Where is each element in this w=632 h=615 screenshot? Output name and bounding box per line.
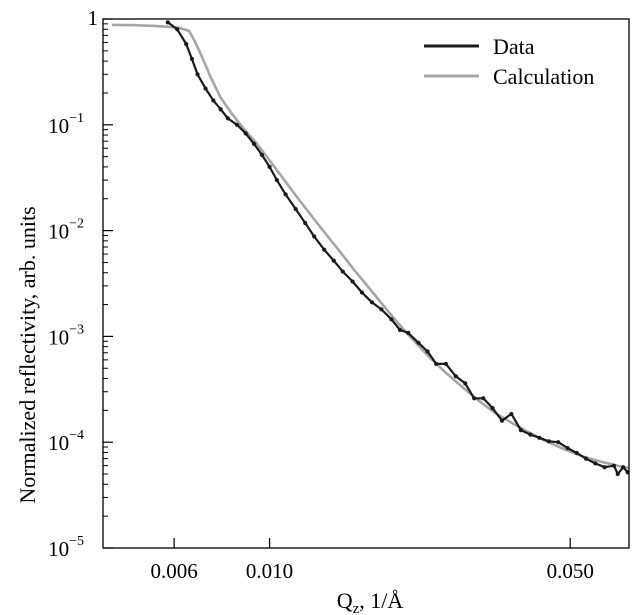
data-point [360,290,364,294]
data-point [166,20,170,24]
x-tick-labels: 0.006 0.010 0.050 [151,559,594,583]
data-point [312,234,316,238]
data-point [602,465,606,469]
y-tick-base: 10 [48,325,69,349]
data-point [252,142,256,146]
data-point [294,207,298,211]
data-point [235,123,239,127]
y-axis-label: Normalized reflectivity, arb. units [15,206,40,503]
data-point [370,300,374,304]
data-point [556,440,560,444]
tick-marks [103,19,570,548]
data-point [481,396,485,400]
y-tick-exponent: −2 [69,217,84,232]
y-tick-label: 10−3 [48,322,84,349]
y-tick-label: 10−4 [48,428,84,455]
legend-label-calculation: Calculation [493,64,594,89]
x-axis-label: Qz, 1/Å [337,588,404,615]
data-point [175,27,179,31]
y-tick-base: 10 [48,114,69,138]
data-point [575,451,579,455]
data-point [275,178,279,182]
data-point [528,432,532,436]
data-point [416,341,420,345]
data-point [565,446,569,450]
y-tick-base: 10 [48,431,69,455]
x-axis-label-main: Q [337,588,353,613]
data-point [621,465,625,469]
data-point [584,456,588,460]
legend: Data Calculation [424,34,594,89]
data-point [195,72,199,76]
data-point [612,464,616,468]
data-point [547,439,551,443]
data-point [332,259,336,263]
data-point [616,472,620,476]
data-point [351,279,355,283]
data-point [434,362,438,366]
data-point [284,192,288,196]
data-point [211,98,215,102]
y-tick-exponent: −5 [69,534,84,549]
data-point [509,412,513,416]
data-point [454,374,458,378]
data-point [184,42,188,46]
data-point [389,317,393,321]
y-tick-exponent: −4 [69,428,84,443]
data-point [379,307,383,311]
data-point [463,381,467,385]
y-tick-label: 1 [88,6,99,30]
legend-label-data: Data [493,34,535,59]
x-tick-label: 0.050 [547,559,594,583]
x-tick-label: 0.010 [246,559,293,583]
data-point [472,396,476,400]
y-tick-label: 10−1 [48,111,84,138]
y-tick-base: 10 [48,220,69,244]
data-point [219,107,223,111]
data-point [593,461,597,465]
data-point [267,165,271,169]
series-line-calculation [112,25,629,468]
data-point [406,331,410,335]
data-point [500,419,504,423]
y-tick-label: 10−5 [48,534,84,561]
data-point [341,269,345,273]
data-point [244,131,248,135]
data-point [425,349,429,353]
x-axis-label-unit: , 1/Å [359,588,403,613]
data-point [398,328,402,332]
data-point [190,57,194,61]
y-tick-label: 10−2 [48,217,84,244]
data-point [490,406,494,410]
data-point [444,362,448,366]
data-point [260,153,264,157]
data-point [226,116,230,120]
data-point [203,86,207,90]
y-tick-exponent: −1 [69,111,84,126]
x-tick-label: 0.006 [151,559,198,583]
data-point [537,436,541,440]
series-line-data [168,22,628,474]
data-point [519,428,523,432]
y-tick-base: 10 [48,537,69,561]
data-point [322,248,326,252]
y-tick-exponent: −3 [69,322,84,337]
y-tick-labels: 110−110−210−310−410−5 [48,6,98,561]
data-point [303,221,307,225]
